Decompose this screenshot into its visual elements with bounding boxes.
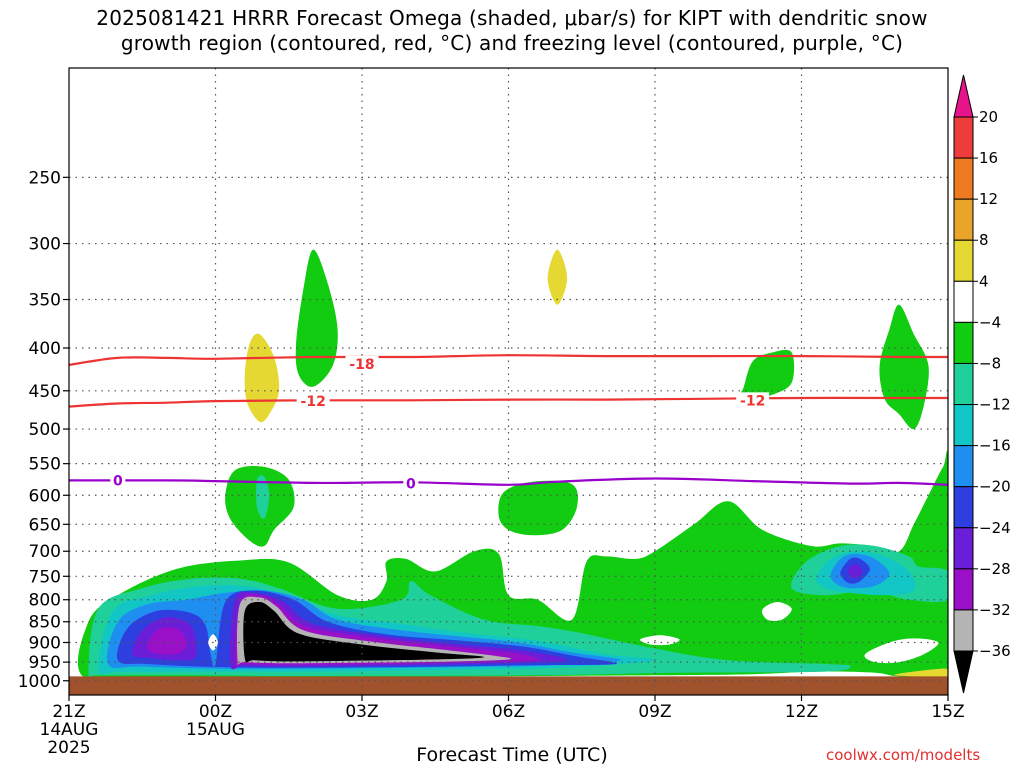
x-tick-label-3-0: 00Z	[199, 702, 232, 722]
y-tick-label-300: 300	[29, 235, 61, 255]
colorbar-label-8: −16	[979, 437, 1011, 455]
colorbar-top-arrow	[953, 74, 974, 118]
contour-label-bg	[345, 356, 379, 372]
y-tick-label-400: 400	[29, 339, 61, 359]
omega-region-19	[894, 668, 948, 677]
colorbar-segment-1	[953, 157, 974, 200]
colorbar-label-11: −28	[979, 560, 1011, 578]
omega-region-15	[737, 349, 795, 399]
colorbar-label-1: 16	[979, 149, 998, 167]
omega-region-26	[640, 635, 680, 646]
colorbar-label-10: −24	[979, 519, 1011, 537]
colorbar-label-4: 4	[979, 272, 989, 290]
contour-label-bg	[736, 392, 770, 408]
x-tick-label-0-0: 21Z	[52, 702, 85, 722]
contour-label-2-0: 0	[113, 473, 123, 489]
x-tick-label-9-0: 06Z	[492, 702, 525, 722]
colorbar-segment-8	[953, 445, 974, 488]
contour-line-1	[68, 396, 948, 408]
title-line-2: growth region (contoured, red, °C) and f…	[120, 31, 904, 55]
colorbar-segment-12	[953, 609, 974, 652]
contour-label-2-1: 0	[406, 477, 416, 493]
x-tick-label-12-0: 09Z	[638, 702, 671, 722]
colorbar-segment-10	[953, 527, 974, 570]
colorbar-label-6: −8	[979, 354, 1001, 372]
omega-region-16	[879, 304, 929, 430]
colorbar-segment-5	[953, 321, 974, 364]
x-axis-label: Forecast Time (UTC)	[416, 744, 608, 766]
y-tick-label-500: 500	[29, 420, 61, 440]
title-line-1: 2025081421 HRRR Forecast Omega (shaded, …	[96, 6, 928, 30]
omega-region-24	[847, 564, 863, 579]
omega-region-12	[256, 475, 270, 520]
x-tick-label-3-1: 15AUG	[186, 720, 245, 740]
contour-line-0	[68, 354, 949, 366]
colorbar: 20 16 12 8 4 −4 −8 −12 −16 −20 −24 −28 −32 −36	[953, 74, 1011, 694]
omega-region-10	[243, 601, 485, 663]
y-tick-label-750: 750	[29, 567, 61, 587]
y-axis-ticks: 2503003504004505005506006507007508008509…	[18, 168, 69, 692]
x-tick-label-0-2: 2025	[47, 738, 90, 758]
y-tick-label-1000: 1000	[18, 672, 61, 692]
temperature-contours: -18 -12 -12 0 0	[68, 354, 949, 493]
y-tick-label-950: 950	[29, 653, 61, 673]
contour-label-1-0: -12	[301, 394, 326, 410]
colorbar-label-5: −4	[979, 313, 1001, 331]
y-tick-label-650: 650	[29, 515, 61, 535]
colorbar-label-7: −12	[979, 396, 1011, 414]
omega-region-13	[498, 480, 578, 536]
colorbar-segment-7	[953, 404, 974, 447]
grid-lines	[69, 68, 948, 695]
y-tick-label-900: 900	[29, 633, 61, 653]
contour-label-bg	[403, 475, 419, 491]
colorbar-label-13: −36	[979, 642, 1011, 660]
contour-label-0-0: -18	[349, 357, 374, 373]
omega-region-28	[864, 638, 939, 664]
omega-region-17	[244, 333, 280, 423]
colorbar-segment-9	[953, 486, 974, 529]
omega-region-25	[761, 601, 792, 621]
y-tick-label-450: 450	[29, 382, 61, 402]
colorbar-segment-6	[953, 362, 974, 406]
omega-region-7	[147, 627, 187, 655]
credit-link[interactable]: coolwx.com/modelts	[826, 746, 981, 764]
colorbar-bottom-arrow	[953, 650, 974, 694]
colorbar-segment-3	[953, 239, 974, 282]
colorbar-segment-11	[953, 568, 974, 611]
x-tick-label-6-0: 03Z	[345, 702, 378, 722]
colorbar-segment-4	[953, 280, 974, 323]
x-tick-label-18-0: 15Z	[931, 702, 964, 722]
colorbar-label-2: 12	[979, 190, 998, 208]
y-tick-label-550: 550	[29, 455, 61, 475]
y-tick-label-600: 600	[29, 486, 61, 506]
y-tick-label-800: 800	[29, 591, 61, 611]
contour-line-2	[68, 477, 949, 486]
x-tick-label-15-0: 12Z	[785, 702, 818, 722]
chart-title: 2025081421 HRRR Forecast Omega (shaded, …	[0, 6, 1024, 56]
y-tick-label-850: 850	[29, 613, 61, 633]
omega-region-14	[295, 249, 338, 387]
y-tick-label-350: 350	[29, 291, 61, 311]
contour-label-bg	[110, 472, 126, 488]
y-tick-label-250: 250	[29, 168, 61, 188]
contour-label-1-1: -12	[740, 393, 765, 409]
omega-region-18	[547, 249, 568, 305]
omega-shading	[77, 249, 948, 692]
contour-label-bg	[296, 393, 330, 409]
x-tick-label-0-1: 14AUG	[40, 720, 99, 740]
colorbar-segment-0	[953, 116, 974, 159]
colorbar-segment-2	[953, 198, 974, 241]
colorbar-label-0: 20	[979, 108, 998, 126]
colorbar-label-9: −20	[979, 478, 1011, 496]
colorbar-label-3: 8	[979, 231, 989, 249]
colorbar-label-12: −32	[979, 601, 1011, 619]
y-tick-label-700: 700	[29, 542, 61, 562]
